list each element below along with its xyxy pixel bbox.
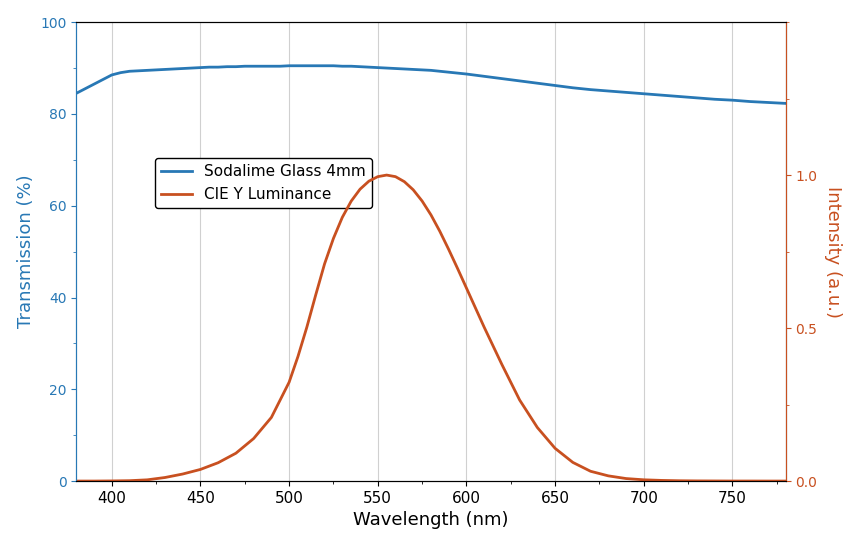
- X-axis label: Wavelength (nm): Wavelength (nm): [353, 512, 509, 529]
- Legend: Sodalime Glass 4mm, CIE Y Luminance: Sodalime Glass 4mm, CIE Y Luminance: [155, 158, 372, 208]
- Sodalime Glass 4mm: [781, 100, 791, 106]
- Sodalime Glass 4mm: [763, 99, 773, 106]
- Sodalime Glass 4mm: [71, 90, 82, 97]
- Sodalime Glass 4mm: [222, 63, 232, 70]
- Sodalime Glass 4mm: [240, 63, 250, 69]
- CIE Y Luminance: [781, 478, 791, 484]
- CIE Y Luminance: [311, 292, 321, 298]
- Y-axis label: Transmission (%): Transmission (%): [16, 175, 34, 329]
- Line: Sodalime Glass 4mm: Sodalime Glass 4mm: [76, 66, 786, 103]
- CIE Y Luminance: [71, 478, 82, 484]
- CIE Y Luminance: [497, 361, 507, 368]
- Sodalime Glass 4mm: [284, 62, 295, 69]
- CIE Y Luminance: [550, 445, 560, 452]
- Sodalime Glass 4mm: [355, 63, 365, 70]
- CIE Y Luminance: [381, 172, 392, 179]
- Sodalime Glass 4mm: [461, 71, 472, 78]
- Y-axis label: Intensity (a.u.): Intensity (a.u.): [825, 186, 843, 318]
- CIE Y Luminance: [266, 414, 277, 421]
- Line: CIE Y Luminance: CIE Y Luminance: [76, 175, 786, 481]
- Sodalime Glass 4mm: [337, 63, 347, 69]
- CIE Y Luminance: [763, 478, 773, 484]
- CIE Y Luminance: [320, 260, 330, 267]
